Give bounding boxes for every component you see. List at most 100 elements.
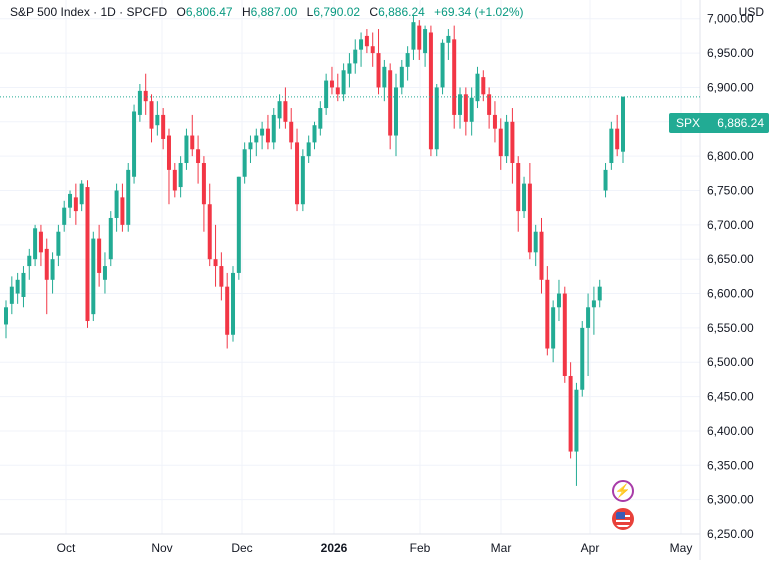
candle: [522, 176, 527, 218]
candle: [120, 183, 125, 232]
candle-body: [207, 204, 212, 260]
candle: [440, 39, 445, 95]
candle-body: [341, 70, 346, 95]
candle: [609, 121, 614, 170]
candle: [556, 279, 561, 322]
candle-body: [277, 101, 282, 119]
candle-body: [324, 80, 329, 109]
candle-body: [603, 169, 608, 191]
price-tick-label: 6,700.00: [707, 218, 754, 232]
candle-body: [597, 286, 602, 301]
candle: [597, 279, 602, 308]
candle-body: [621, 96, 625, 152]
candle-body: [161, 114, 166, 139]
candle: [184, 128, 189, 170]
candle-body: [463, 94, 468, 122]
candle: [545, 266, 550, 356]
candle: [196, 135, 201, 184]
candle-body: [423, 29, 428, 54]
candle-body: [545, 279, 550, 349]
price-tick-label: 6,500.00: [707, 355, 754, 369]
time-tick-label: Mar: [491, 541, 512, 555]
candle: [277, 94, 282, 129]
candle-body: [428, 32, 433, 150]
candle: [190, 114, 195, 157]
time-axis[interactable]: Oct Nov Dec 2026 Feb Mar Apr May: [57, 541, 693, 555]
candle: [347, 53, 352, 88]
candle: [393, 73, 398, 157]
candle-body: [79, 183, 84, 205]
candle-body: [283, 101, 288, 122]
candle: [516, 156, 521, 232]
candle-body: [364, 35, 369, 47]
candle: [85, 180, 90, 328]
candle: [329, 66, 334, 95]
candle-body: [102, 266, 107, 280]
candle-body: [492, 114, 497, 129]
candle-body: [586, 307, 591, 328]
last-price-tag: SPX 6,886.24: [669, 113, 769, 133]
price-tick-label: 6,400.00: [707, 424, 754, 438]
candle-body: [306, 142, 311, 157]
currency-label[interactable]: USD: [738, 5, 764, 19]
price-tick-label: 6,650.00: [707, 252, 754, 266]
candle: [615, 114, 620, 157]
candle: [621, 96, 625, 163]
candle-body: [318, 108, 323, 129]
candle-body: [33, 228, 38, 260]
candle: [533, 224, 538, 267]
candle-body: [446, 35, 451, 43]
flash-icon[interactable]: ⚡: [612, 480, 634, 502]
candle-body: [225, 286, 230, 335]
candle: [481, 70, 486, 102]
candle: [376, 29, 381, 95]
candle-body: [4, 307, 8, 325]
candle: [417, 20, 422, 60]
candle: [50, 252, 55, 294]
candle-body: [382, 66, 387, 88]
candle-body: [260, 128, 265, 136]
candle: [172, 163, 177, 198]
candle: [388, 63, 393, 150]
candle-body: [405, 53, 410, 67]
us-flag-icon[interactable]: [612, 508, 634, 530]
candle-body: [172, 169, 177, 191]
candle-body: [510, 121, 515, 164]
candle: [143, 73, 148, 115]
candle: [213, 224, 218, 287]
candle-body: [166, 135, 171, 170]
price-tick-label: 6,900.00: [707, 80, 754, 94]
candle-body: [178, 163, 183, 188]
candle-body: [329, 80, 334, 88]
candle-body: [56, 231, 61, 256]
candle: [4, 300, 8, 339]
candle: [539, 217, 544, 294]
candle-body: [527, 183, 532, 253]
candle: [265, 114, 270, 150]
close-value: 6,886.24: [378, 5, 425, 19]
candle: [469, 87, 474, 136]
candle-body: [359, 39, 364, 50]
close-label: C: [369, 5, 379, 19]
candle-body: [376, 53, 381, 88]
last-price-value: 6,886.24: [717, 116, 764, 130]
symbol-label[interactable]: S&P 500 Index · 1D · SPCFD: [10, 5, 168, 19]
candle-body: [85, 187, 90, 322]
candle-body: [114, 190, 119, 218]
candle: [562, 286, 567, 383]
candle: [161, 108, 166, 150]
price-tick-label: 6,300.00: [707, 493, 754, 507]
candle: [586, 293, 591, 376]
candle-body: [504, 121, 509, 157]
candle: [201, 156, 206, 232]
candle-body: [184, 135, 189, 164]
candle-body: [143, 90, 148, 102]
candle-body: [440, 42, 445, 88]
candle-body: [417, 25, 422, 50]
candle: [399, 59, 404, 95]
time-tick-label: May: [670, 541, 693, 555]
high-label: H: [241, 5, 251, 19]
price-tick-label: 6,250.00: [707, 527, 754, 541]
